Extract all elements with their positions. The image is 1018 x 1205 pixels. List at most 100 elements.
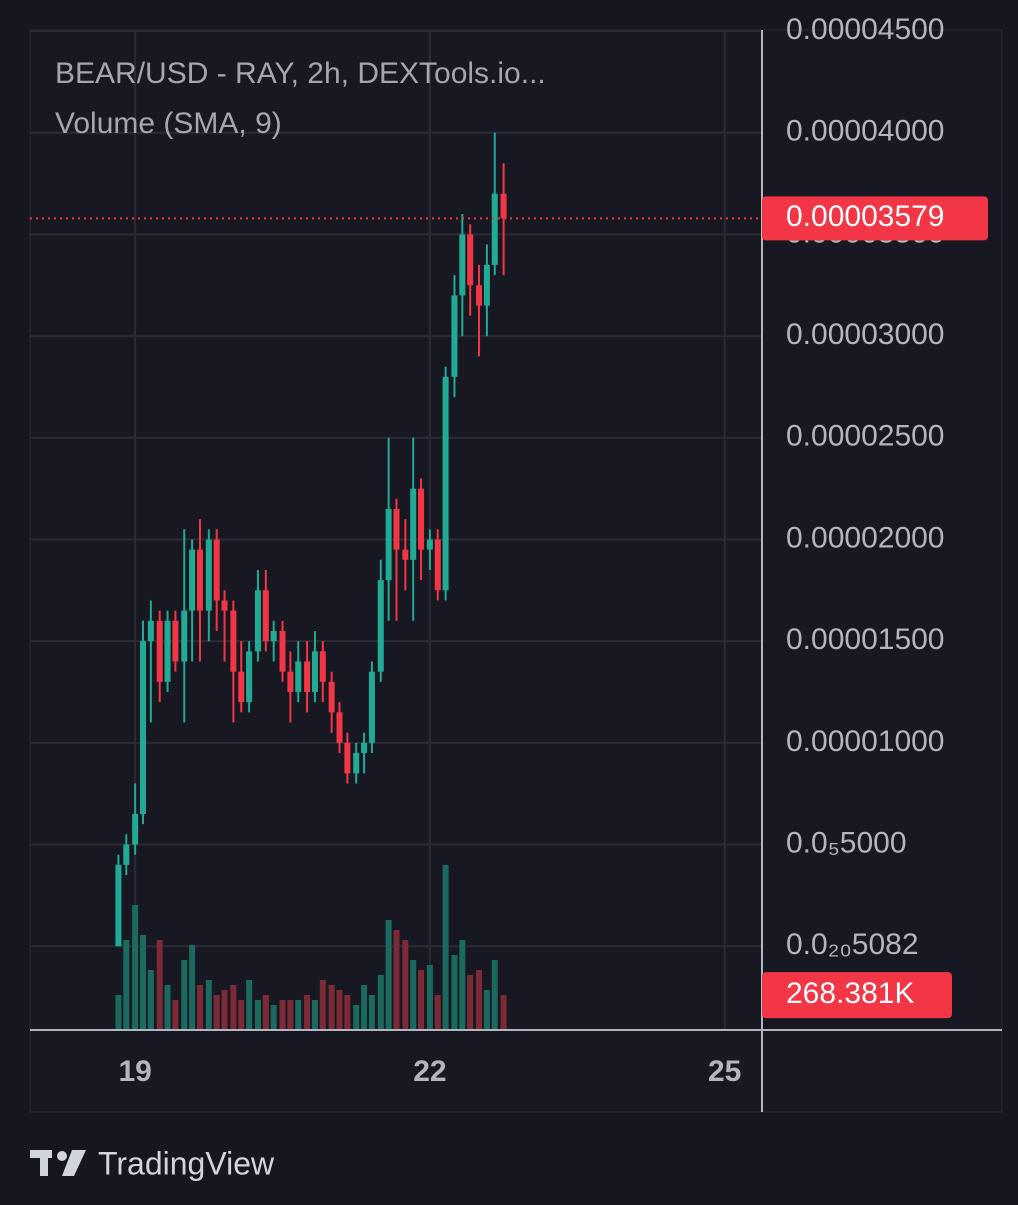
volume-bar [418,970,425,1030]
candle-body [270,630,277,642]
candle-body [459,234,466,296]
candle-body [147,620,154,642]
volume-bar [476,970,483,1030]
volume-bar [467,975,474,1030]
volume-bar [483,990,490,1030]
candle-body [442,376,449,591]
volume-bar [385,920,392,1030]
candle-body [402,549,409,560]
volume-bar [353,1005,360,1030]
volume-bar [221,990,228,1030]
candle-body [139,641,146,815]
candle-body [295,661,302,692]
logo-part [40,1150,48,1176]
candle-body [221,600,228,611]
candle-body [500,193,507,219]
volume-bar [123,940,130,1030]
volume-bar [279,1000,286,1030]
volume-bar [196,985,203,1030]
candle-body [230,610,237,672]
volume-bar [238,1000,245,1030]
volume-bar [147,970,154,1030]
volume-bar [393,930,400,1030]
candle-body [304,661,311,692]
volume-bar [344,995,351,1030]
y-tick-label: 0.00001500 [786,623,945,656]
y-tick-label: 0.0₂₀5082 [786,928,919,961]
candle-body [319,651,326,682]
volume-bar [328,985,335,1030]
y-tick-label: 0.00002000 [786,521,945,554]
volume-bar [262,995,269,1030]
candle-body [189,549,196,611]
volume-bar [434,995,441,1030]
volume-bar [295,1000,302,1030]
footer-brand: TradingView [98,1145,275,1181]
volume-bar [442,865,449,1030]
candle-body [426,539,433,550]
volume-bar [164,985,171,1030]
logo-part [62,1150,86,1176]
volume-bar [287,1000,294,1030]
candle-body [491,193,498,265]
candle-body [418,488,425,550]
candle-body [181,610,188,662]
volume-bar [254,1000,261,1030]
x-tick-label: 22 [413,1055,446,1088]
y-tick-label: 0.00003000 [786,318,945,351]
volume-bar [213,995,220,1030]
candle-body [434,539,441,591]
candle-body [336,712,343,743]
y-tick-label: 0.00004500 [786,13,945,46]
candle-body [213,539,220,601]
candle-body [115,864,122,947]
candle-body [156,620,163,682]
candle-body [328,681,335,713]
candle-body [385,508,392,581]
y-tick-label: 0.00001000 [786,725,945,758]
volume-label: 268.381K [786,977,914,1010]
volume-label-box [762,972,952,1019]
candle-body [164,620,171,682]
candle-body [467,234,474,286]
volume-bar [319,980,326,1030]
candle-body [254,590,261,652]
x-tick-label: 19 [118,1055,151,1088]
y-tick-label: 0.00004000 [786,115,945,148]
candle-body [377,580,384,672]
x-tick-label: 25 [708,1055,741,1088]
y-tick-label: 0.00002500 [786,420,945,453]
volume-bar [139,935,146,1030]
volume-bar [156,940,163,1030]
price-label-box [762,196,988,241]
candle-body [410,488,417,560]
volume-bar [246,980,253,1030]
candle-body [483,264,490,306]
volume-bar [377,975,384,1030]
chart-title: BEAR/USD - RAY, 2h, DEXTools.io... [55,57,546,90]
volume-bar [459,940,466,1030]
volume-bar [181,960,188,1030]
logo [30,1150,86,1176]
volume-bar [410,960,417,1030]
candle-body [476,285,483,306]
candle-body [287,671,294,692]
candle-body [238,671,245,703]
volume-bar [491,960,498,1030]
volume-bar [361,985,368,1030]
volume-bar [336,990,343,1030]
candle-body [361,742,368,754]
candle-body [246,651,253,703]
candle-body [123,844,130,865]
marks [30,132,762,1030]
volume-bar [402,940,409,1030]
volume-bar [172,1000,179,1030]
candle-body [279,630,286,672]
candle-body [205,539,212,611]
volume-bar [426,965,433,1030]
candle-body [196,549,203,611]
labels: 0.0₂₀5082 0.0₅5000 0.00001000 0.00001500 0.0… [118,13,988,1088]
candle-body [393,508,400,550]
